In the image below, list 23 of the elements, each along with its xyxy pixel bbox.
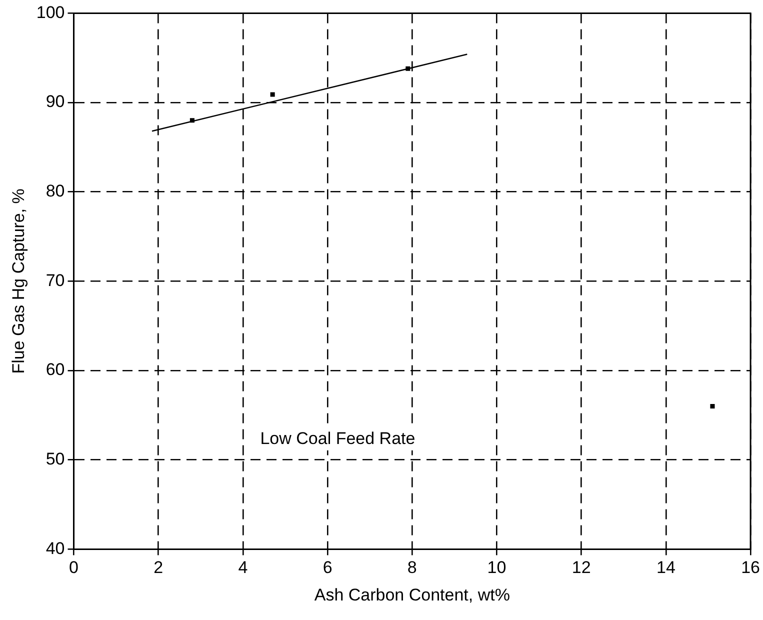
y-tick-label: 60: [46, 360, 65, 380]
x-tick-label: 2: [154, 558, 164, 578]
x-tick-label: 12: [572, 558, 591, 578]
x-tick-label: 6: [322, 558, 332, 578]
y-tick-label: 90: [46, 92, 65, 112]
y-axis-title: Flue Gas Hg Capture, %: [8, 188, 28, 374]
y-tick-label: 80: [46, 182, 65, 201]
x-tick-label: 16: [741, 558, 760, 578]
x-axis-title: Ash Carbon Content, wt%: [314, 585, 510, 604]
x-tick-label: 14: [656, 558, 676, 578]
point: [406, 66, 410, 71]
point: [190, 118, 194, 123]
x-tick-label: 8: [407, 558, 417, 578]
point: [710, 404, 715, 409]
x-tick-label: 10: [487, 558, 506, 578]
y-tick-label: 40: [46, 538, 65, 558]
y-tick-label: 50: [46, 450, 65, 469]
point: [270, 92, 275, 97]
y-tick-label: 70: [46, 270, 65, 290]
x-tick-label: 0: [69, 558, 78, 578]
y-tick-label: 100: [36, 2, 65, 22]
x-tick-label: 4: [238, 558, 248, 578]
annotation: Low Coal Feed Rate: [260, 429, 416, 448]
